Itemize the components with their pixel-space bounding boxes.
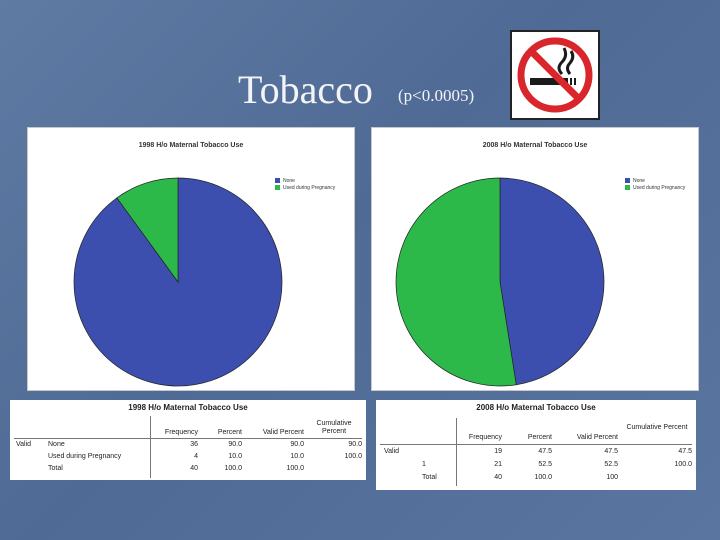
- legend-swatch-none: [275, 178, 280, 183]
- legend-item-used: Used during Pregnancy: [275, 184, 335, 191]
- cigarette-line-1: [570, 78, 572, 85]
- legend-swatch-none: [625, 178, 630, 183]
- table-cell: Total: [48, 465, 63, 472]
- legend-item-none: None: [625, 177, 685, 184]
- table-title-1998: 1998 H/o Maternal Tobacco Use: [128, 403, 248, 412]
- table-header-cell: Cumulative Percent: [626, 424, 688, 431]
- table-cell: 100.0: [286, 465, 304, 472]
- legend-item-used: Used during Pregnancy: [625, 184, 685, 191]
- table-divider: [14, 438, 362, 439]
- pie-chart-2008: [395, 177, 605, 387]
- slide-subtitle: (p<0.0005): [398, 86, 475, 105]
- pie-slice-none: [499, 177, 605, 386]
- table-cell: 100.0: [674, 461, 692, 468]
- table-divider: [456, 418, 457, 486]
- legend-label-none: None: [283, 177, 295, 184]
- legend-item-none: None: [275, 177, 335, 184]
- table-header-cell: Frequency: [164, 429, 198, 436]
- legend-swatch-used: [275, 185, 280, 190]
- table-cell: 100: [606, 474, 618, 481]
- chart-panel-2008: 2008 H/o Maternal Tobacco Use None Used …: [372, 128, 698, 390]
- table-cell: 52.5: [604, 461, 618, 468]
- table-cell: 40: [190, 465, 198, 472]
- legend-label-used: Used during Pregnancy: [283, 184, 336, 191]
- legend-2008: None Used during Pregnancy: [625, 177, 685, 191]
- table-divider: [380, 444, 692, 445]
- table-cell: 100.0: [344, 453, 362, 460]
- table-cell: 1: [422, 461, 426, 468]
- table-title-2008: 2008 H/o Maternal Tobacco Use: [476, 403, 596, 412]
- chart-panel-1998: 1998 H/o Maternal Tobacco Use None Used …: [28, 128, 354, 390]
- table-header-cell: Percent: [217, 429, 242, 436]
- slide-title-area: Tobacco (p<0.0005): [0, 58, 720, 118]
- sign-slash: [529, 49, 581, 101]
- table-cell: 100.0: [534, 474, 552, 481]
- table-header-cell: Valid Percent: [262, 429, 304, 436]
- legend-1998: None Used during Pregnancy: [275, 177, 335, 191]
- table-cell: 36: [190, 441, 198, 448]
- table-cell: 47.5: [678, 448, 692, 455]
- slide-title: Tobacco: [238, 67, 373, 112]
- table-cell: 52.5: [538, 461, 552, 468]
- table-cell: 47.5: [604, 448, 618, 455]
- pie-slice-used-during-pregnancy: [395, 177, 517, 387]
- table-cell: 10.0: [290, 453, 304, 460]
- legend-label-used: Used during Pregnancy: [633, 184, 686, 191]
- table-cell: 90.0: [290, 441, 304, 448]
- table-cell: 90.0: [228, 441, 242, 448]
- frequency-table-2008: 2008 H/o Maternal Tobacco Use Frequency …: [376, 400, 696, 490]
- table-cell: None: [48, 441, 65, 448]
- table-cell: 100.0: [224, 465, 242, 472]
- legend-label-none: None: [633, 177, 645, 184]
- frequency-table-1998: 1998 H/o Maternal Tobacco Use Frequency …: [10, 400, 366, 480]
- smoke-swirl-1: [557, 47, 568, 76]
- table-cell: 19: [494, 448, 502, 455]
- table-cell: 47.5: [538, 448, 552, 455]
- table-header-cell: Valid Percent: [576, 434, 618, 441]
- table-cell: 90.0: [348, 441, 362, 448]
- chart-title-1998: 1998 H/o Maternal Tobacco Use: [138, 142, 244, 149]
- table-cell: Total: [422, 474, 437, 481]
- table-cell: 10.0: [228, 453, 242, 460]
- cigarette-line-2: [574, 78, 576, 85]
- table-cell: 21: [494, 461, 502, 468]
- pie-slice-used-during-pregnancy: [116, 177, 179, 284]
- chart-title-2008: 2008 H/o Maternal Tobacco Use: [482, 142, 588, 149]
- no-smoking-sign-graphic: [517, 37, 593, 113]
- cigarette-body: [530, 78, 562, 85]
- smoke-swirl-2: [566, 50, 575, 75]
- no-smoking-icon: [510, 30, 600, 120]
- table-header-cell: Frequency: [468, 434, 502, 441]
- table-cell: 4: [194, 453, 198, 460]
- pie-chart-1998: [73, 177, 283, 387]
- legend-swatch-used: [625, 185, 630, 190]
- table-header-cell: Cumulative Percent: [316, 420, 352, 435]
- table-cell: 40: [494, 474, 502, 481]
- table-cell: Valid: [16, 441, 32, 448]
- table-cell: Used during Pregnancy: [48, 453, 122, 460]
- table-divider: [150, 416, 151, 478]
- table-cell: Valid: [384, 448, 400, 455]
- table-header-cell: Percent: [527, 434, 552, 441]
